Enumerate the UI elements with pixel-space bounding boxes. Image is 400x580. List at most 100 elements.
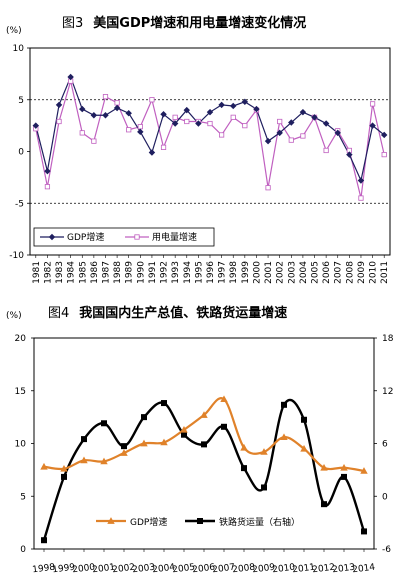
x-tick-label: 2002 — [276, 261, 286, 284]
rail-freight-growth-point — [160, 400, 167, 407]
china-gdp-growth-point — [360, 467, 368, 474]
figure-4-title-text: 我国国内生产总值、铁路货运量增速 — [79, 306, 288, 321]
power-growth-point — [207, 120, 213, 127]
rail-freight-growth-point — [81, 436, 88, 443]
power-growth-point — [369, 101, 376, 107]
figure-3-title-text: 美国GDP增速和用电量增速变化情况 — [93, 16, 307, 31]
x-tick-label: 1997 — [218, 261, 228, 284]
x-tick-label: 1988 — [113, 261, 123, 284]
power-growth-point — [149, 97, 155, 103]
y-tick-label: -5 — [15, 199, 24, 209]
gdp-growth-point — [160, 111, 167, 118]
x-tick-label: 1991 — [148, 261, 158, 284]
x-tick-label: 2001 — [92, 563, 116, 576]
y-axis-unit: (%) — [6, 26, 22, 36]
china-gdp-growth-point — [160, 438, 168, 446]
x-tick-label: 1999 — [52, 563, 76, 576]
x-tick-label: 2011 — [292, 563, 316, 576]
gdp-growth-point — [32, 122, 40, 129]
x-tick-label: 1981 — [32, 261, 42, 284]
legend-power-label: 用电量增速 — [152, 231, 197, 243]
rail-freight-growth-point — [61, 473, 68, 480]
china-gdp-growth-point — [240, 443, 248, 451]
figure-3-title: 图3 美国GDP增速和用电量增速变化情况 — [62, 12, 306, 31]
rail-freight-growth-point — [240, 465, 247, 472]
gdp-growth-point — [299, 108, 307, 116]
figure-4-title: 图4 我国国内生产总值、铁路货运量增速 — [48, 302, 287, 321]
gdp-growth-point — [288, 119, 295, 126]
x-tick-label: 1998 — [229, 261, 239, 284]
gdp-growth-point — [311, 114, 318, 121]
figure-4-legend: GDP增速 铁路货运量（右轴） — [96, 516, 300, 528]
china-gdp-growth-point — [200, 411, 208, 418]
power-growth-point — [184, 118, 190, 125]
gdp-growth-point — [334, 129, 341, 137]
rail-freight-growth-point — [220, 423, 227, 430]
us-gdp-power-chart: (%) 10 5 0 -5 -10 1981 1982 1983 1984 1985 1986 1987… — [6, 26, 391, 284]
x-tick-label: 2006 — [322, 261, 332, 284]
power-growth-point — [219, 132, 225, 138]
x-tick-label: 1999 — [241, 261, 251, 284]
x-tick-label: 2014 — [352, 563, 376, 576]
right-y-tick-label: -6 — [382, 545, 391, 555]
gdp-growth-point — [113, 104, 121, 112]
power-growth-point — [56, 118, 62, 125]
legend-gdp-marker — [107, 517, 115, 524]
gdp-growth-point — [183, 106, 190, 114]
x-tick-label: 1986 — [90, 261, 100, 284]
power-growth-point — [277, 118, 283, 125]
power-growth-point — [381, 152, 387, 158]
gdp-growth-point — [148, 149, 156, 156]
gdp-growth-point — [206, 108, 214, 116]
power-growth-point — [358, 195, 364, 201]
x-tick-label: 2000 — [72, 563, 96, 576]
gdp-growth-point — [241, 98, 249, 106]
legend-gdp-label: GDP增速 — [130, 516, 167, 528]
x-tick-label: 2002 — [112, 563, 136, 576]
right-y-tick-label: 12 — [382, 387, 393, 397]
legend-rail-label: 铁路货运量（右轴） — [219, 516, 300, 528]
china-gdp-growth-point — [180, 425, 188, 433]
x-tick-label: 2003 — [132, 563, 156, 576]
x-tick-label: 2012 — [312, 563, 336, 576]
x-tick-label: 1984 — [67, 261, 77, 284]
left-y-tick-label: 15 — [15, 387, 26, 397]
china-gdp-growth-point — [320, 463, 328, 471]
x-tick-label: 1990 — [136, 261, 146, 284]
gdp-growth-point — [90, 112, 98, 119]
power-growth-point — [300, 133, 306, 139]
rail-freight-growth-point — [180, 431, 187, 438]
x-tick-label: 2011 — [380, 261, 390, 284]
rail-freight-growth-point — [101, 420, 108, 427]
right-y-tick-label: 6 — [382, 440, 388, 450]
china-gdp-growth-point — [60, 465, 68, 472]
x-tick-label: 2006 — [192, 563, 216, 576]
gdp-growth-point — [276, 129, 283, 137]
power-growth-point — [230, 114, 236, 120]
china-gdp-growth-point — [260, 448, 268, 455]
gdp-growth-point — [357, 177, 365, 184]
gdp-growth-point — [67, 73, 74, 81]
y-tick-label: 10 — [13, 44, 25, 54]
power-growth-point — [288, 137, 294, 143]
gdp-growth-point — [55, 101, 63, 109]
gdp-growth-point — [264, 137, 272, 145]
y-axis-unit: (%) — [6, 311, 22, 321]
china-gdp-growth-line — [43, 397, 365, 473]
china-gdp-growth-point — [220, 395, 228, 403]
figure-4-number: 图4 — [48, 306, 70, 321]
x-tick-label: 2005 — [311, 261, 321, 284]
power-growth-point — [44, 184, 51, 190]
power-growth-point — [126, 127, 132, 133]
gdp-growth-point — [44, 167, 51, 175]
x-tick-label: 1989 — [125, 261, 135, 284]
x-tick-label: 1987 — [101, 261, 111, 284]
rail-freight-growth-point — [260, 484, 267, 491]
power-growth-point — [172, 114, 178, 120]
x-tick-label: 2005 — [172, 563, 196, 576]
gdp-growth-point — [102, 112, 109, 119]
x-tick-label: 2004 — [152, 563, 176, 576]
rail-freight-growth-point — [121, 443, 128, 450]
x-tick-label: 2004 — [299, 261, 309, 284]
